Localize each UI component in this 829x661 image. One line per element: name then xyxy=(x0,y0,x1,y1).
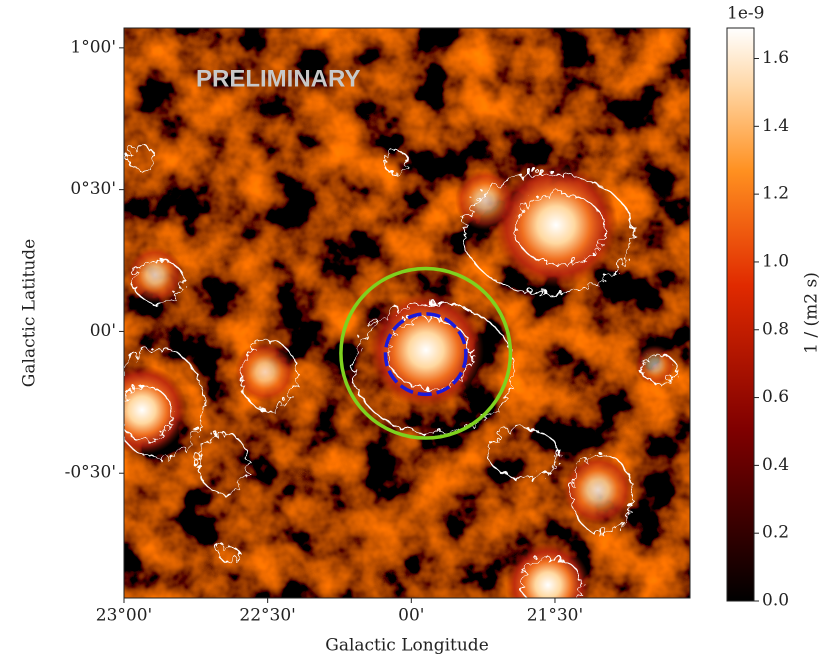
x-tick-label: 21°30' xyxy=(527,606,583,626)
y-tick-label: 00' xyxy=(90,321,116,341)
colorbar-tick-label: 1.6 xyxy=(762,48,789,68)
colorbar-tick-label: 0.2 xyxy=(762,523,789,543)
chart: PRELIMINARY Galactic Longitude Galactic … xyxy=(0,0,829,661)
y-tick-label: 1°00' xyxy=(70,37,116,57)
sky-image xyxy=(97,28,690,627)
colorbar xyxy=(727,28,754,601)
x-tick-label: 00' xyxy=(398,606,424,626)
colorbar-label: 1 / (m2 s) xyxy=(802,272,822,354)
colorbar-tick-label: 0.8 xyxy=(762,319,789,339)
annotation: PRELIMINARY xyxy=(196,65,360,92)
colorbar-tick-label: 0.6 xyxy=(762,387,789,407)
colorbar-tick-label: 0.0 xyxy=(762,591,789,611)
colorbar-tick-label: 1.2 xyxy=(762,184,789,204)
y-tick-label: 0°30' xyxy=(70,179,116,199)
colorbar-tick-label: 1.4 xyxy=(762,116,789,136)
y-axis-label: Galactic Latitude xyxy=(20,239,40,387)
y-tick-label: -0°30' xyxy=(65,463,116,483)
x-axis-label: Galactic Longitude xyxy=(325,636,489,656)
x-tick-label: 22°30' xyxy=(239,606,295,626)
x-tick-label: 23°00' xyxy=(96,606,152,626)
colorbar-tick-label: 1.0 xyxy=(762,251,789,271)
colorbar-offset: 1e-9 xyxy=(727,4,764,24)
colorbar-tick-label: 0.4 xyxy=(762,455,789,475)
